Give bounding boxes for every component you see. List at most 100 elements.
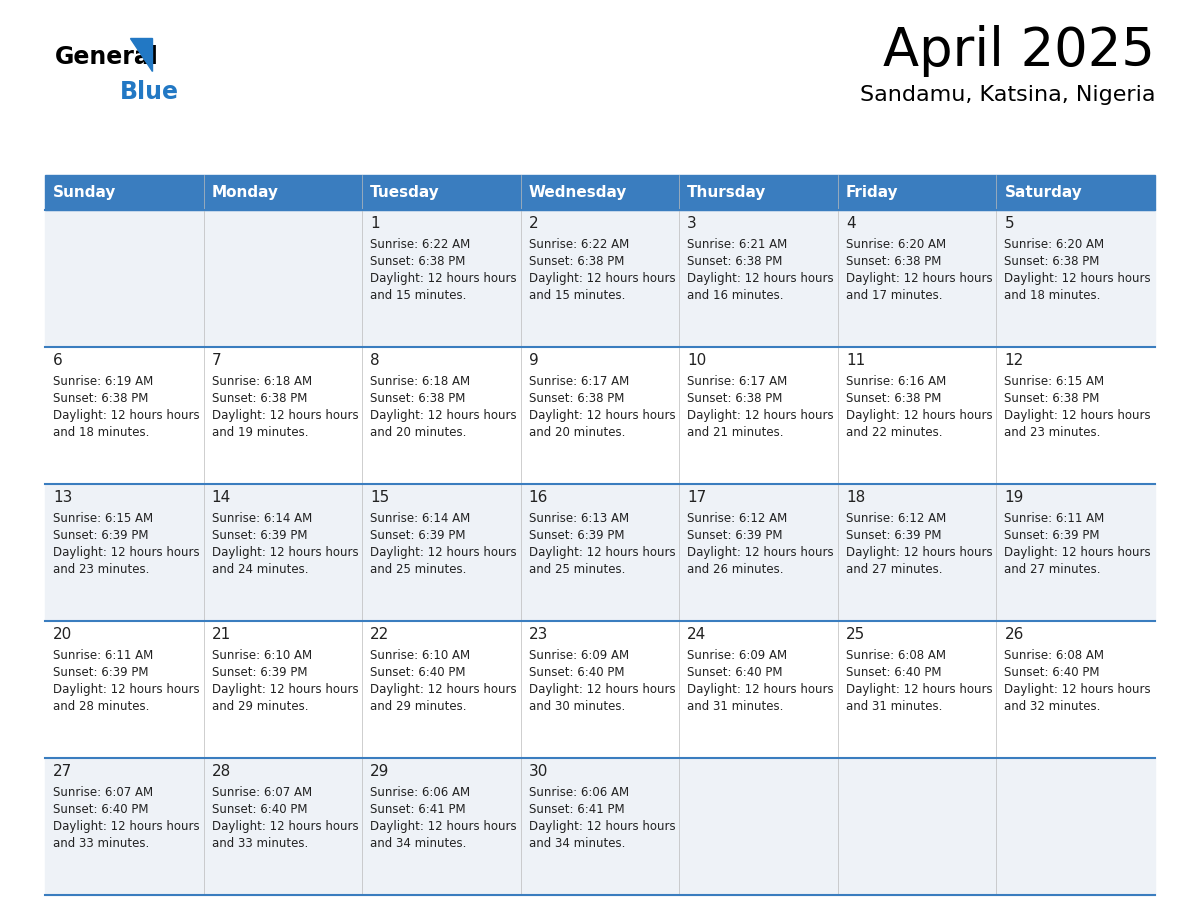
Bar [45,210,1155,347]
Text: and 23 minutes.: and 23 minutes. [53,563,150,576]
Text: Sunrise: 6:06 AM: Sunrise: 6:06 AM [529,786,628,799]
Text: 26: 26 [1004,627,1024,642]
Text: 20: 20 [53,627,72,642]
Text: Daylight: 12 hours hours: Daylight: 12 hours hours [371,546,517,559]
Text: General: General [55,45,159,69]
Text: Sunrise: 6:22 AM: Sunrise: 6:22 AM [529,238,628,251]
Text: 24: 24 [688,627,707,642]
Text: Sunset: 6:38 PM: Sunset: 6:38 PM [846,392,941,405]
Text: 14: 14 [211,490,230,505]
Text: Daylight: 12 hours hours: Daylight: 12 hours hours [1004,683,1151,696]
Text: 13: 13 [53,490,72,505]
Text: Sunset: 6:40 PM: Sunset: 6:40 PM [53,803,148,816]
Text: Sunset: 6:41 PM: Sunset: 6:41 PM [371,803,466,816]
Text: 23: 23 [529,627,548,642]
Text: 18: 18 [846,490,865,505]
Text: Sunrise: 6:10 AM: Sunrise: 6:10 AM [371,649,470,662]
Text: Sunset: 6:38 PM: Sunset: 6:38 PM [1004,255,1100,268]
Text: Sunset: 6:40 PM: Sunset: 6:40 PM [371,666,466,679]
Text: Sunrise: 6:09 AM: Sunrise: 6:09 AM [688,649,788,662]
Text: Blue: Blue [120,80,179,104]
Text: Sunset: 6:39 PM: Sunset: 6:39 PM [846,529,941,542]
Text: April 2025: April 2025 [883,25,1155,77]
Text: Sunset: 6:38 PM: Sunset: 6:38 PM [1004,392,1100,405]
Text: Sunrise: 6:10 AM: Sunrise: 6:10 AM [211,649,311,662]
Text: 6: 6 [53,353,63,368]
Text: Sunrise: 6:11 AM: Sunrise: 6:11 AM [53,649,153,662]
Text: Sunrise: 6:07 AM: Sunrise: 6:07 AM [211,786,311,799]
Text: Sunset: 6:38 PM: Sunset: 6:38 PM [211,392,307,405]
Text: Daylight: 12 hours hours: Daylight: 12 hours hours [211,546,359,559]
Text: Sunrise: 6:14 AM: Sunrise: 6:14 AM [371,512,470,525]
Text: Sunset: 6:38 PM: Sunset: 6:38 PM [529,392,624,405]
Text: and 16 minutes.: and 16 minutes. [688,289,784,302]
Text: and 30 minutes.: and 30 minutes. [529,700,625,713]
Text: Daylight: 12 hours hours: Daylight: 12 hours hours [53,546,200,559]
Text: Daylight: 12 hours hours: Daylight: 12 hours hours [53,683,200,696]
Text: and 25 minutes.: and 25 minutes. [371,563,467,576]
Text: Daylight: 12 hours hours: Daylight: 12 hours hours [846,409,992,422]
Text: Sunrise: 6:17 AM: Sunrise: 6:17 AM [688,375,788,388]
Text: 3: 3 [688,216,697,231]
Text: Daylight: 12 hours hours: Daylight: 12 hours hours [688,272,834,285]
Text: Sunset: 6:39 PM: Sunset: 6:39 PM [53,666,148,679]
Text: and 28 minutes.: and 28 minutes. [53,700,150,713]
Text: Sunrise: 6:15 AM: Sunrise: 6:15 AM [53,512,153,525]
Text: Sunset: 6:38 PM: Sunset: 6:38 PM [688,255,783,268]
Text: Sunrise: 6:07 AM: Sunrise: 6:07 AM [53,786,153,799]
Text: Sunrise: 6:11 AM: Sunrise: 6:11 AM [1004,512,1105,525]
Text: Sunrise: 6:19 AM: Sunrise: 6:19 AM [53,375,153,388]
Text: Sunrise: 6:18 AM: Sunrise: 6:18 AM [371,375,470,388]
Text: Sunset: 6:38 PM: Sunset: 6:38 PM [371,255,466,268]
Text: 9: 9 [529,353,538,368]
Text: Sunrise: 6:17 AM: Sunrise: 6:17 AM [529,375,628,388]
Text: Monday: Monday [211,185,278,200]
Text: Sunset: 6:40 PM: Sunset: 6:40 PM [846,666,941,679]
Text: Sunset: 6:38 PM: Sunset: 6:38 PM [529,255,624,268]
Text: and 34 minutes.: and 34 minutes. [529,837,625,850]
Text: Sandamu, Katsina, Nigeria: Sandamu, Katsina, Nigeria [859,85,1155,105]
Text: 29: 29 [371,764,390,779]
Text: and 18 minutes.: and 18 minutes. [1004,289,1101,302]
Text: and 33 minutes.: and 33 minutes. [53,837,150,850]
Text: Sunset: 6:39 PM: Sunset: 6:39 PM [211,666,307,679]
Text: Sunrise: 6:22 AM: Sunrise: 6:22 AM [371,238,470,251]
Text: Sunrise: 6:20 AM: Sunrise: 6:20 AM [846,238,946,251]
Text: Sunset: 6:40 PM: Sunset: 6:40 PM [529,666,624,679]
Text: and 27 minutes.: and 27 minutes. [846,563,942,576]
Text: and 31 minutes.: and 31 minutes. [846,700,942,713]
Text: Daylight: 12 hours hours: Daylight: 12 hours hours [1004,409,1151,422]
Text: Daylight: 12 hours hours: Daylight: 12 hours hours [211,409,359,422]
Text: Sunday: Sunday [53,185,116,200]
Text: Sunset: 6:41 PM: Sunset: 6:41 PM [529,803,625,816]
Text: Daylight: 12 hours hours: Daylight: 12 hours hours [529,683,675,696]
Text: Daylight: 12 hours hours: Daylight: 12 hours hours [688,546,834,559]
Text: Sunset: 6:40 PM: Sunset: 6:40 PM [211,803,307,816]
Text: Tuesday: Tuesday [371,185,440,200]
Text: and 32 minutes.: and 32 minutes. [1004,700,1101,713]
Text: Saturday: Saturday [1004,185,1082,200]
Text: 25: 25 [846,627,865,642]
Text: Daylight: 12 hours hours: Daylight: 12 hours hours [529,546,675,559]
Text: Sunrise: 6:14 AM: Sunrise: 6:14 AM [211,512,311,525]
Text: Sunset: 6:40 PM: Sunset: 6:40 PM [1004,666,1100,679]
Text: Sunset: 6:39 PM: Sunset: 6:39 PM [688,529,783,542]
Text: Daylight: 12 hours hours: Daylight: 12 hours hours [1004,272,1151,285]
Text: Daylight: 12 hours hours: Daylight: 12 hours hours [371,272,517,285]
Text: Daylight: 12 hours hours: Daylight: 12 hours hours [688,409,834,422]
Text: Sunset: 6:39 PM: Sunset: 6:39 PM [1004,529,1100,542]
Text: Daylight: 12 hours hours: Daylight: 12 hours hours [529,409,675,422]
Text: 11: 11 [846,353,865,368]
Bar [45,347,1155,484]
Text: Sunrise: 6:06 AM: Sunrise: 6:06 AM [371,786,470,799]
Text: Thursday: Thursday [688,185,766,200]
Text: Sunrise: 6:08 AM: Sunrise: 6:08 AM [1004,649,1105,662]
Text: Friday: Friday [846,185,898,200]
Text: Daylight: 12 hours hours: Daylight: 12 hours hours [211,820,359,833]
Text: Sunrise: 6:09 AM: Sunrise: 6:09 AM [529,649,628,662]
Text: Daylight: 12 hours hours: Daylight: 12 hours hours [846,546,992,559]
Bar [45,758,1155,895]
Text: 27: 27 [53,764,72,779]
Text: Sunset: 6:39 PM: Sunset: 6:39 PM [53,529,148,542]
Text: and 18 minutes.: and 18 minutes. [53,426,150,439]
